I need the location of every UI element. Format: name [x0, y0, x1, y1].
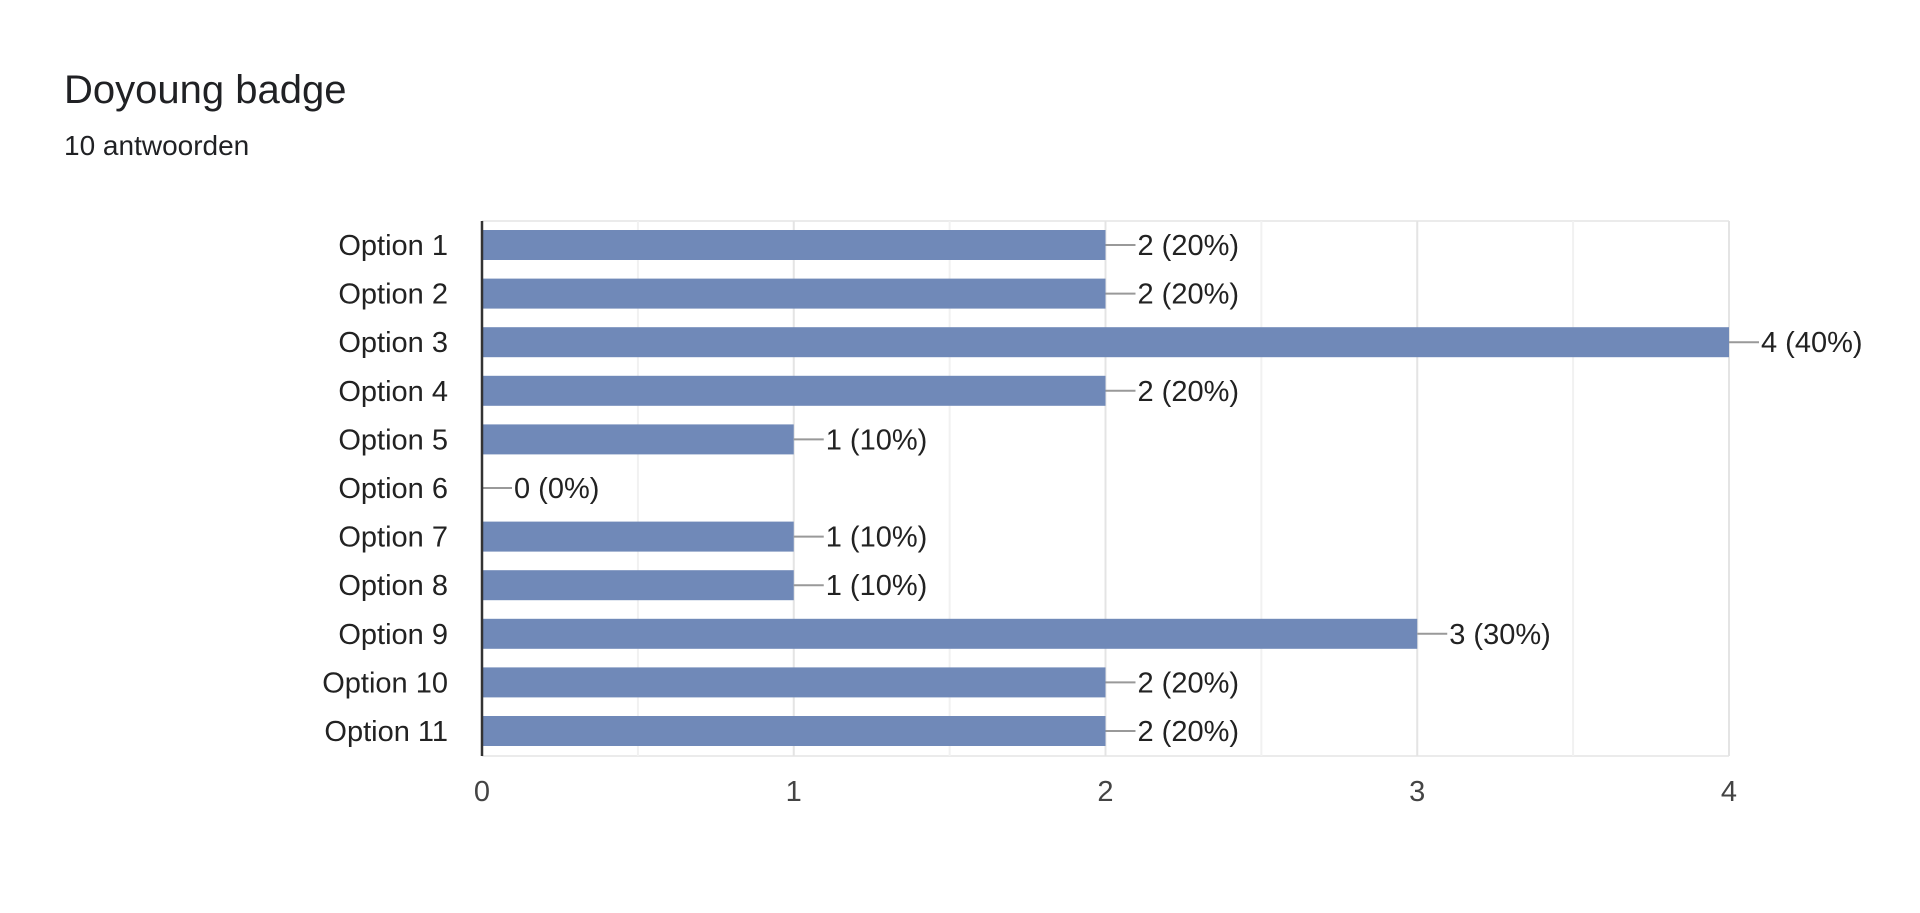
x-tick-label: 0	[474, 776, 490, 808]
bar-2	[482, 278, 1106, 309]
labels-layer: 2 (20%) Option 1 2 (20%) Option 2 4 (40%) Opt…	[322, 230, 1862, 748]
response-count: 10 antwoorden	[64, 130, 250, 161]
bar-10	[482, 667, 1106, 698]
bar-1	[482, 230, 1106, 260]
category-label: Option 3	[338, 327, 448, 359]
data-label: 2 (20%)	[1138, 376, 1240, 408]
x-tick-label: 3	[1409, 776, 1425, 808]
bar-7	[482, 521, 794, 552]
category-label: Option 9	[338, 619, 448, 651]
bar-4	[482, 375, 1106, 406]
data-label: 2 (20%)	[1138, 279, 1240, 311]
x-tick-label: 4	[1721, 776, 1737, 808]
grid-layer	[482, 220, 1730, 757]
category-label: Option 8	[338, 570, 448, 602]
data-label: 2 (20%)	[1138, 716, 1240, 748]
category-label: Option 4	[338, 376, 448, 408]
data-label: 1 (10%)	[826, 424, 928, 456]
data-label: 0 (0%)	[514, 473, 599, 505]
data-label: 3 (30%)	[1449, 619, 1551, 651]
category-label: Option 5	[338, 424, 448, 456]
bar-9	[482, 618, 1418, 649]
category-label: Option 11	[324, 716, 448, 748]
bars-layer	[482, 230, 1729, 746]
category-label: Option 6	[338, 473, 448, 505]
chart-title: Doyoung badge	[64, 68, 347, 112]
bar-8	[482, 570, 794, 601]
category-label: Option 2	[338, 279, 448, 311]
bar-11	[482, 716, 1106, 746]
x-tick-label: 2	[1097, 776, 1113, 808]
category-label: Option 7	[338, 522, 448, 554]
x-tick-label: 1	[786, 776, 802, 808]
data-label: 1 (10%)	[826, 570, 928, 602]
data-label: 2 (20%)	[1138, 667, 1240, 699]
data-label: 2 (20%)	[1138, 230, 1240, 262]
bar-5	[482, 424, 794, 455]
data-label: 1 (10%)	[826, 522, 928, 554]
bar-3	[482, 327, 1729, 358]
data-label: 4 (40%)	[1761, 327, 1863, 359]
category-label: Option 1	[338, 230, 448, 262]
category-label: Option 10	[322, 667, 448, 699]
axis-layer: 0 1 2 3 4	[474, 221, 1737, 808]
